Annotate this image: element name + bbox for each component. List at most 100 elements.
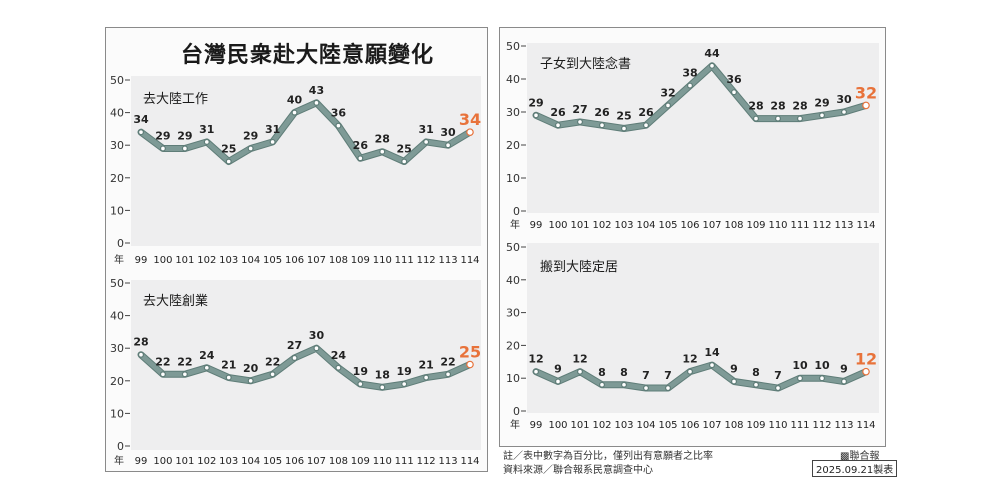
data-point <box>203 364 210 371</box>
x-tick-label: 113 <box>439 255 458 266</box>
data-label: 29 <box>528 96 543 109</box>
data-point <box>445 371 452 378</box>
data-label: 24 <box>199 349 215 362</box>
highlight-point <box>466 128 474 136</box>
data-point <box>291 109 298 116</box>
data-point <box>620 381 627 388</box>
data-label: 28 <box>748 100 763 113</box>
data-label: 30 <box>309 329 325 342</box>
x-tick-label: 108 <box>724 420 743 431</box>
data-point <box>357 381 364 388</box>
data-label: 31 <box>418 123 433 136</box>
y-tick-label: 30 <box>110 342 124 355</box>
x-tick-label: 101 <box>175 456 194 467</box>
x-tick-label: 113 <box>834 420 853 431</box>
data-label: 26 <box>638 106 654 119</box>
x-tick-label: 99 <box>135 456 148 467</box>
data-label: 43 <box>309 84 324 97</box>
x-tick-label: 112 <box>812 420 831 431</box>
data-point <box>554 378 561 385</box>
x-tick-label: 101 <box>570 420 589 431</box>
data-label: 12 <box>528 353 543 366</box>
x-tick-label: 111 <box>790 220 809 231</box>
x-tick-label: 109 <box>746 220 765 231</box>
x-tick-label: 107 <box>702 220 721 231</box>
data-point <box>159 371 166 378</box>
x-tick-label: 112 <box>812 220 831 231</box>
data-label: 31 <box>265 123 280 136</box>
data-point <box>379 384 386 391</box>
data-point <box>181 145 188 152</box>
series-line <box>533 63 869 131</box>
data-point <box>181 371 188 378</box>
x-axis-unit-label: 年 <box>114 454 124 467</box>
y-tick-label: 0 <box>513 405 520 418</box>
date-box: 2025.09.21製表 <box>812 460 898 477</box>
x-tick-label: 99 <box>530 220 543 231</box>
newspaper-credit: ▩聯合報 <box>840 451 880 462</box>
x-tick-label: 101 <box>570 220 589 231</box>
data-label: 19 <box>397 365 412 378</box>
data-point <box>313 99 320 106</box>
series-line <box>533 362 869 391</box>
x-tick-label: 109 <box>351 456 370 467</box>
highlight-value-label: 12 <box>855 350 877 369</box>
data-label: 18 <box>375 368 390 381</box>
data-label: 26 <box>353 139 369 152</box>
chart-bg-settle <box>527 243 879 413</box>
y-tick-label: 40 <box>110 107 124 120</box>
data-point <box>642 122 649 129</box>
data-point <box>840 378 847 385</box>
data-label: 7 <box>774 369 782 382</box>
data-label: 29 <box>155 129 170 142</box>
x-tick-label: 114 <box>856 220 875 231</box>
data-label: 10 <box>792 359 808 372</box>
x-tick-label: 105 <box>263 255 282 266</box>
data-point <box>642 385 649 392</box>
x-tick-label: 106 <box>680 420 699 431</box>
data-label: 14 <box>704 346 720 359</box>
data-label: 25 <box>616 110 631 123</box>
data-point <box>664 385 671 392</box>
data-label: 40 <box>287 94 303 107</box>
chart-bg-business <box>131 280 481 450</box>
x-tick-label: 114 <box>856 420 875 431</box>
data-point <box>774 385 781 392</box>
y-tick-label: 0 <box>513 205 520 218</box>
data-label: 27 <box>287 339 302 352</box>
y-tick-label: 30 <box>110 139 124 152</box>
data-point <box>752 381 759 388</box>
data-point <box>138 351 145 358</box>
x-tick-label: 112 <box>417 456 436 467</box>
y-tick-label: 20 <box>110 172 124 185</box>
data-point <box>313 345 320 352</box>
y-tick-label: 10 <box>506 372 520 385</box>
data-point <box>796 115 803 122</box>
data-point <box>401 158 408 165</box>
x-tick-label: 105 <box>658 220 677 231</box>
y-tick-label: 50 <box>506 241 520 254</box>
y-tick-label: 10 <box>110 204 124 217</box>
x-tick-label: 105 <box>263 456 282 467</box>
data-point <box>576 118 583 125</box>
x-tick-label: 104 <box>636 420 655 431</box>
x-tick-label: 106 <box>285 456 304 467</box>
chart-title-study: 子女到大陸念書 <box>540 57 632 72</box>
data-label: 26 <box>594 106 610 119</box>
data-label: 28 <box>375 133 390 146</box>
data-point <box>357 155 364 162</box>
x-tick-label: 102 <box>592 420 611 431</box>
series-line <box>138 345 473 390</box>
chart-title-business: 去大陸創業 <box>143 294 209 309</box>
y-tick-label: 40 <box>506 73 520 86</box>
data-point <box>730 378 737 385</box>
data-point <box>225 374 232 381</box>
x-tick-label: 100 <box>548 420 567 431</box>
data-label: 30 <box>440 126 456 139</box>
data-label: 7 <box>642 369 650 382</box>
x-tick-label: 102 <box>592 220 611 231</box>
data-label: 26 <box>550 106 566 119</box>
data-label: 9 <box>730 362 738 375</box>
x-tick-label: 105 <box>658 420 677 431</box>
x-tick-label: 113 <box>834 220 853 231</box>
